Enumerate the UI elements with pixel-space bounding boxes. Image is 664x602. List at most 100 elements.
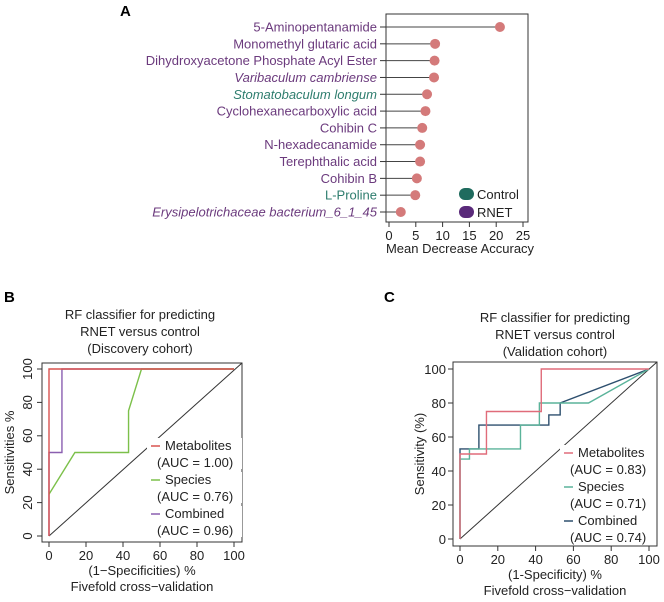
category-label: N-hexadecanamide (264, 137, 377, 152)
chart-title-line: RF classifier for predicting (65, 307, 215, 322)
x-tick-label: 25 (516, 228, 530, 243)
category-label: 5-Aminopentanamide (253, 20, 377, 35)
category-label: Cohibin B (321, 171, 377, 186)
legend-background (147, 472, 242, 503)
lollipop-point (410, 190, 421, 201)
x-axis-label-line: (1-Specificity) % (508, 567, 602, 582)
x-tick-label: 0 (45, 548, 52, 563)
x-tick-label: 0 (385, 228, 392, 243)
lollipop-point (494, 22, 505, 32)
lollipop-point (429, 72, 440, 83)
legend-background (147, 438, 242, 469)
lollipop-point (415, 139, 426, 150)
x-axis-label-line: Fivefold cross−validation (484, 583, 627, 598)
category-label: Stomatobaculum longum (233, 87, 377, 102)
legend-swatch (459, 188, 474, 200)
panel-c-roc-chart: RF classifier for predicting RNET versus … (412, 310, 660, 598)
lollipop-point (411, 173, 422, 184)
legend-auc-value: (AUC = 0.76) (157, 489, 233, 504)
legend-label: Control (477, 187, 519, 202)
panel-label-c: C (384, 289, 395, 306)
panel-label-a: A (120, 3, 131, 20)
legend-auc-value: (AUC = 1.00) (157, 455, 233, 470)
y-tick-label: 0 (439, 532, 446, 547)
chart-title-line: (Discovery cohort) (87, 341, 192, 356)
category-label: Cohibin C (320, 120, 377, 135)
panel-b-roc-chart: RF classifier for predicting RNET versus … (2, 307, 245, 594)
panel-label-b: B (4, 289, 15, 306)
lollipop-point (395, 207, 406, 217)
legend-swatch (459, 206, 474, 218)
x-tick-label: 5 (412, 228, 419, 243)
roc-curve-metabolites (48, 368, 234, 536)
legend-auc-value: (AUC = 0.96) (157, 523, 233, 538)
y-tick-label: 20 (432, 498, 446, 513)
lollipop-point (422, 89, 433, 100)
category-label: Cyclohexanecarboxylic acid (217, 104, 377, 119)
x-tick-label: 20 (489, 228, 503, 243)
legend-series-name: Combined (165, 506, 224, 521)
diagonal-reference-line (48, 362, 243, 537)
legend-auc-value: (AUC = 0.74) (570, 530, 646, 545)
plot-frame (385, 13, 529, 223)
x-tick-label: 60 (153, 548, 167, 563)
legend-background (147, 506, 242, 537)
y-tick-label: 20 (20, 495, 35, 509)
x-tick-label: 60 (566, 552, 580, 567)
lollipop-point (420, 106, 431, 117)
y-tick-label: 40 (20, 462, 35, 476)
legend-series-name: Metabolites (578, 445, 645, 460)
x-axis-label-line: (1−Specificities) % (88, 563, 196, 578)
x-tick-label: 100 (638, 552, 660, 567)
legend-series-name: Species (578, 479, 625, 494)
y-axis-label: Sensitivity (%) (412, 413, 427, 495)
roc-curve-combined (459, 368, 650, 539)
diagonal-reference-line (459, 361, 658, 540)
lollipop-point (429, 55, 440, 66)
x-axis-label: Mean Decrease Accuracy (386, 241, 535, 256)
x-tick-label: 20 (79, 548, 93, 563)
category-label: Dihydroxyacetone Phosphate Acyl Ester (146, 53, 378, 68)
legend-auc-value: (AUC = 0.71) (570, 496, 646, 511)
y-tick-label: 80 (432, 396, 446, 411)
chart-title-line: RNET versus control (495, 327, 615, 342)
x-tick-label: 10 (435, 228, 449, 243)
category-label: Monomethyl glutaric acid (233, 36, 377, 51)
x-axis-label-line: Fivefold cross−validation (71, 579, 214, 594)
legend-background (560, 445, 650, 476)
x-tick-label: 100 (223, 548, 245, 563)
y-tick-label: 100 (424, 362, 446, 377)
x-tick-label: 40 (528, 552, 542, 567)
y-tick-label: 80 (20, 395, 35, 409)
chart-title-line: RNET versus control (80, 324, 200, 339)
roc-curve-metabolites (459, 368, 649, 539)
legend-auc-value: (AUC = 0.83) (570, 462, 646, 477)
roc-curve-species (459, 368, 650, 539)
category-label: L-Proline (325, 188, 377, 203)
legend-background (560, 513, 650, 544)
y-tick-label: 0 (20, 532, 35, 539)
legend-series-name: Species (165, 472, 212, 487)
lollipop-point (430, 38, 441, 49)
y-tick-label: 40 (432, 464, 446, 479)
category-label: Varibaculum cambriense (234, 70, 377, 85)
legend-series-name: Metabolites (165, 438, 232, 453)
y-tick-label: 60 (432, 430, 446, 445)
y-tick-label: 60 (20, 429, 35, 443)
x-tick-label: 0 (456, 552, 463, 567)
x-tick-label: 80 (604, 552, 618, 567)
x-tick-label: 15 (462, 228, 476, 243)
category-label: Terephthalic acid (279, 154, 377, 169)
x-tick-label: 40 (116, 548, 130, 563)
lollipop-point (415, 156, 426, 167)
y-axis-label: Sensitivities % (2, 410, 17, 494)
legend-label: RNET (477, 205, 512, 220)
chart-title-line: RF classifier for predicting (480, 310, 630, 325)
x-tick-label: 80 (190, 548, 204, 563)
category-label: Erysipelotrichaceae bacterium_6_1_45 (152, 205, 378, 220)
x-tick-label: 20 (491, 552, 505, 567)
plot-frame (452, 361, 658, 547)
y-tick-label: 100 (20, 358, 35, 380)
